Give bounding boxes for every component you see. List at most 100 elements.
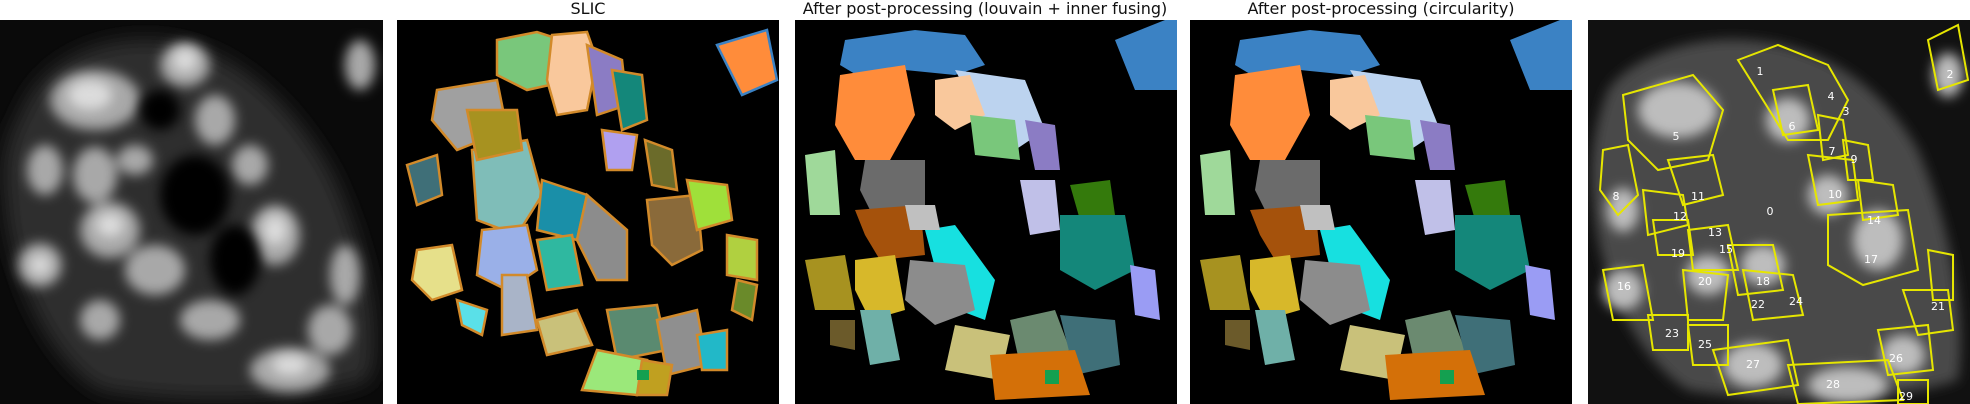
panel-title-circularity: After post-processing (circularity): [1247, 0, 1515, 18]
segment: [545, 30, 599, 117]
panel-title-raw: [0, 0, 305, 20]
region-label: 22: [1751, 298, 1765, 311]
region-label: 29: [1899, 390, 1913, 403]
region-label: 17: [1864, 253, 1878, 266]
region-label: 15: [1719, 243, 1733, 256]
segment: [1300, 260, 1370, 325]
segment: [835, 65, 915, 160]
region-label: 23: [1665, 327, 1679, 340]
region-label: 18: [1756, 275, 1770, 288]
region-label: 10: [1828, 188, 1842, 201]
circularity-panel: [1190, 20, 1572, 404]
region-label: 12: [1673, 210, 1687, 223]
segment: [685, 178, 734, 232]
segment: [805, 150, 840, 215]
raw-image-panel: [0, 20, 383, 404]
region-label: 6: [1789, 120, 1796, 133]
segment: [1455, 215, 1530, 290]
region-label: 21: [1931, 300, 1945, 313]
segment: [1525, 265, 1555, 320]
panel-title-louvain: After post-processing (louvain + inner f…: [802, 0, 1168, 18]
region-label: 9: [1851, 153, 1858, 166]
segment: [1025, 120, 1060, 170]
region-label: 24: [1789, 295, 1803, 308]
segment: [1045, 370, 1059, 384]
region-label: 3: [1843, 105, 1850, 118]
region-label: 13: [1708, 226, 1722, 239]
segment: [1350, 70, 1440, 150]
segment: [1365, 115, 1415, 160]
segment: [855, 205, 925, 260]
segment: [455, 298, 489, 337]
segment: [1130, 265, 1160, 320]
segment: [535, 233, 584, 292]
region-label: 25: [1698, 338, 1712, 351]
segment: [1225, 320, 1250, 350]
segment: [1235, 30, 1380, 80]
segment: [637, 370, 649, 380]
segment: [635, 358, 674, 397]
panel-title-slic: SLIC: [570, 0, 606, 18]
segment: [970, 115, 1020, 160]
segment: [1385, 350, 1485, 400]
segment: [1250, 205, 1320, 260]
region-label: 8: [1613, 190, 1620, 203]
segment: [830, 320, 855, 350]
region-label: 2: [1947, 68, 1954, 81]
segment: [860, 310, 900, 365]
segment: [600, 128, 639, 172]
segment: [465, 108, 524, 162]
segment: [1070, 180, 1115, 220]
panel-title-overlay: [1588, 0, 1970, 20]
overlay-panel: 0 1 2 3 4 5 6 7 8 9 10 11 12 13 14 15 16…: [1588, 20, 1970, 404]
segment: [855, 255, 905, 320]
segment: [725, 233, 759, 282]
segment: [645, 193, 704, 267]
region-labels: 0 1 2 3 4 5 6 7 8 9 10 11 12 13 14 15 16…: [1613, 65, 1954, 403]
circularity-segmentation: [1190, 20, 1572, 404]
segment: [643, 138, 679, 192]
segment: [535, 308, 594, 357]
region-label: 19: [1671, 247, 1685, 260]
segment: [1230, 65, 1310, 160]
region-label: 20: [1698, 275, 1712, 288]
segment: [1440, 370, 1454, 384]
segment: [715, 28, 779, 97]
region-label: 16: [1617, 280, 1631, 293]
region-label: 4: [1828, 90, 1835, 103]
region-label: 26: [1889, 352, 1903, 365]
region-label: 7: [1829, 145, 1836, 158]
segment: [500, 273, 539, 337]
segment: [990, 350, 1090, 400]
segment: [905, 260, 975, 325]
region-label: 14: [1867, 214, 1881, 227]
segment: [1465, 180, 1510, 220]
segment: [905, 205, 940, 230]
segment: [1060, 215, 1135, 290]
segment: [1510, 20, 1572, 90]
contours: [1598, 23, 1970, 404]
segment: [405, 153, 444, 207]
region-label: 1: [1757, 65, 1764, 78]
segment: [1200, 150, 1235, 215]
segment: [610, 68, 649, 132]
segment: [1115, 20, 1177, 90]
slic-segmentation: [397, 20, 779, 404]
segment: [1255, 310, 1295, 365]
region-label: 28: [1826, 378, 1840, 391]
segment: [1200, 255, 1250, 310]
slic-panel: [397, 20, 779, 404]
segment: [805, 255, 855, 310]
segment: [1415, 180, 1455, 235]
raw-image: [0, 20, 383, 404]
louvain-segmentation: [795, 20, 1177, 404]
region-label: 27: [1746, 358, 1760, 371]
segment: [1020, 180, 1060, 235]
segment: [605, 303, 669, 362]
segment: [1420, 120, 1455, 170]
segment: [695, 328, 729, 372]
louvain-panel: [795, 20, 1177, 404]
segment: [575, 192, 629, 282]
segment: [730, 278, 759, 322]
segment: [1250, 255, 1300, 320]
